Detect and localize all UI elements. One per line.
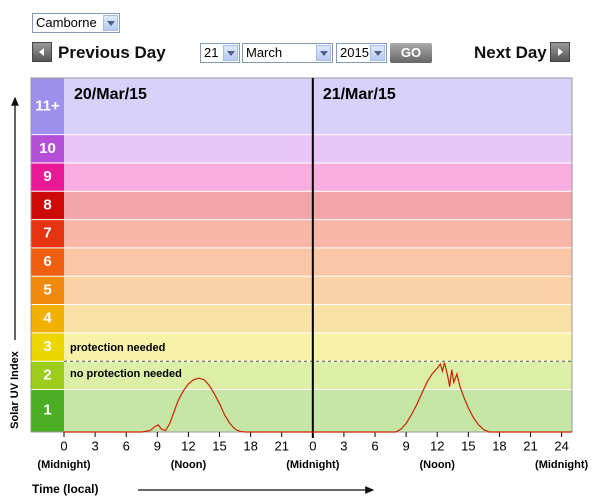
next-day[interactable]: Next Day (474, 43, 547, 62)
go-button[interactable]: GO (390, 43, 432, 63)
band-index (31, 389, 64, 432)
x-sublabel: (Midnight) (535, 459, 588, 471)
band-label: 6 (43, 253, 51, 270)
location-select[interactable]: Camborne (32, 13, 120, 33)
band-label: 10 (39, 140, 56, 157)
plot-frame (30, 77, 573, 433)
band-fill (64, 191, 572, 220)
x-tick-label: 12 (430, 438, 444, 453)
x-axis-label: Time (local) (32, 482, 98, 496)
x-tick-label: 0 (309, 438, 316, 453)
band-index (31, 162, 64, 192)
x-tick-label: 6 (123, 438, 130, 453)
band-index (31, 191, 64, 220)
x-tick-label: 24 (554, 438, 568, 453)
x-tick-label: 9 (403, 438, 410, 453)
previous-day[interactable]: Previous Day (58, 43, 166, 62)
band-label: 1 (43, 402, 51, 419)
x-tick-label: 18 (492, 438, 506, 453)
x-tick-label: 6 (371, 438, 378, 453)
threshold-label: protection needed (70, 342, 165, 354)
x-sublabel: (Midnight) (37, 459, 90, 471)
x-tick-label: 18 (243, 438, 257, 453)
year-select[interactable]: 2015 (336, 43, 387, 63)
band-fill (64, 361, 572, 390)
band-fill (64, 134, 572, 163)
band-index (31, 276, 64, 305)
x-tick-label: 12 (181, 438, 195, 453)
previous-arrow[interactable] (32, 42, 52, 62)
band-label: 9 (43, 168, 51, 185)
next-arrow[interactable] (550, 42, 570, 62)
band-label: 7 (43, 225, 51, 242)
band-label: 3 (43, 338, 51, 355)
band-index (31, 247, 64, 277)
x-sublabel: (Noon) (171, 459, 207, 471)
threshold-label: no protection needed (70, 368, 182, 380)
band-fill (64, 332, 572, 362)
band-fill (64, 304, 572, 333)
month-select[interactable]: March (242, 43, 333, 63)
day-select[interactable]: 21 (200, 43, 240, 63)
band-index (31, 332, 64, 362)
y-axis-label: Solar UV Index (9, 350, 21, 429)
band-index (31, 361, 64, 390)
x-sublabel: (Midnight) (286, 459, 339, 471)
location-text: Camborne (36, 15, 97, 30)
band-label: 11+ (35, 97, 60, 114)
x-sublabel: (Noon) (420, 459, 456, 471)
band-index (31, 304, 64, 333)
band-fill (64, 78, 572, 135)
month-text: March (246, 45, 283, 60)
x-tick-label: 15 (212, 438, 226, 453)
band-fill (64, 247, 572, 277)
band-label: 2 (43, 366, 51, 383)
band-fill (64, 276, 572, 305)
day-text: 21 (204, 45, 219, 60)
day-label: 20/Mar/15 (74, 86, 147, 103)
band-index (31, 134, 64, 163)
band-label: 8 (43, 196, 51, 213)
band-index (31, 78, 64, 135)
x-tick-label: 0 (60, 438, 67, 453)
band-fill (64, 162, 572, 192)
x-tick-label: 3 (340, 438, 347, 453)
band-index (31, 219, 64, 248)
band-label: 4 (43, 310, 52, 327)
x-tick-label: 21 (274, 438, 288, 453)
band-label: 5 (43, 281, 51, 298)
x-tick-label: 3 (91, 438, 98, 453)
year-text: 2015 (340, 45, 369, 60)
band-fill (64, 389, 572, 432)
x-tick-label: 15 (461, 438, 475, 453)
icon (39, 48, 44, 56)
uv-line (64, 362, 572, 433)
icon (558, 48, 563, 56)
x-tick-label: 9 (154, 438, 161, 453)
x-tick-label: 21 (523, 438, 537, 453)
band-fill (64, 219, 572, 248)
day-label: 21/Mar/15 (323, 86, 396, 103)
